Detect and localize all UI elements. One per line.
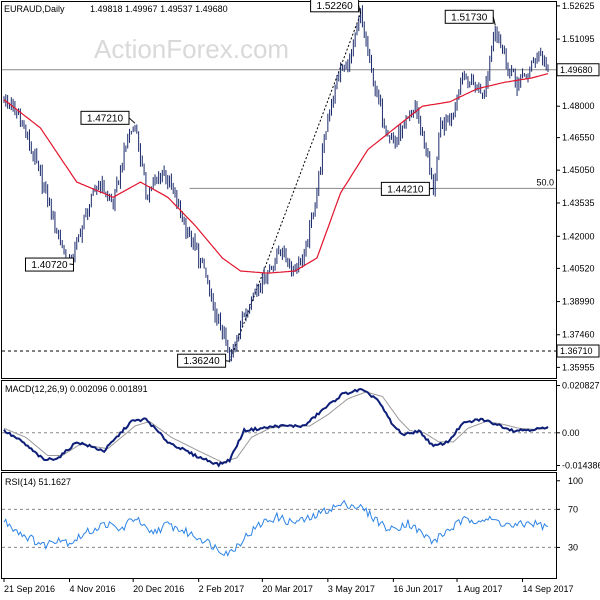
moving-average-line: [3, 73, 549, 274]
price-ytick-label: 1.45050: [562, 165, 595, 175]
price-annotation-leader: [69, 263, 74, 266]
price-annotation-leader: [128, 117, 136, 124]
price-marker-label: 1.36710: [560, 346, 593, 356]
price-annotation-label: 1.51730: [451, 12, 488, 23]
price-marker-box: [556, 63, 600, 77]
price-ytick-label: 1.42000: [562, 231, 595, 241]
rsi-title: RSI(14) 51.1627: [5, 477, 71, 487]
price-ytick-label: 1.38990: [562, 297, 595, 307]
price-ytick-label: 1.37460: [562, 330, 595, 340]
x-tick-label: 2 Feb 2017: [199, 584, 245, 594]
x-axis: 21 Sep 2016 4 Nov 2016 20 Dec 2016 2 Feb 20…: [3, 578, 574, 594]
x-tick-label: 20 Mar 2017: [262, 584, 313, 594]
price-ytick-label: 1.48000: [562, 101, 595, 111]
price-ytick-label: 1.40520: [562, 263, 595, 273]
price-annotation-leader: [429, 187, 434, 190]
price-annotation-label: 1.40720: [31, 260, 68, 271]
watermark: ActionForex.com: [94, 34, 289, 64]
price-panel: 1.52625 1.51095 1.49680 1.48000 1.46550 1.450…: [2, 0, 600, 372]
macd-title: MACD(12,26,9) 0.002096 0.001891: [5, 384, 148, 394]
rsi-panel: 100 70 30: [2, 476, 583, 557]
macd-panel: 0.020827 0.00 -0.014386: [2, 381, 600, 470]
rsi-panel-frame: [1, 472, 557, 579]
rsi-ytick-label: 30: [568, 542, 578, 552]
x-tick-label: 20 Dec 2016: [133, 584, 184, 594]
price-annotation-leader: [358, 5, 362, 14]
macd-ytick-label: 0.020827: [562, 381, 600, 391]
price-marker-label: 1.49680: [560, 65, 593, 75]
price-marker-box: [556, 344, 600, 358]
price-ytick-label: 1.46550: [562, 133, 595, 143]
x-tick-label: 16 Jun 2017: [393, 584, 443, 594]
price-annotation-label: 1.47210: [87, 113, 124, 124]
x-tick-label: 1 Aug 2017: [457, 584, 503, 594]
price-ytick-label: 1.52625: [562, 1, 595, 11]
price-ytick-label: 1.51095: [562, 34, 595, 44]
x-tick-label: 21 Sep 2016: [4, 584, 55, 594]
chart-ohlc: 1.49818 1.49967 1.49537 1.49680: [90, 4, 228, 14]
macd-ytick-label: 0.00: [562, 428, 580, 438]
price-annotation-label: 1.36240: [184, 356, 221, 367]
x-tick-label: 4 Nov 2016: [69, 584, 115, 594]
x-tick-label: 14 Sep 2017: [523, 584, 574, 594]
rsi-ytick-label: 100: [568, 476, 583, 486]
macd-ytick-label: -0.014386: [562, 460, 600, 470]
price-ytick-label: 1.43535: [562, 198, 595, 208]
price-annotation-leader: [492, 16, 496, 26]
macd-signal-line: [3, 391, 549, 463]
price-ytick-label: 1.35955: [562, 362, 595, 372]
rsi-ytick-label: 70: [568, 504, 578, 514]
price-annotation-leader: [225, 360, 230, 362]
chart-symbol: EURAUD,Daily: [4, 4, 65, 14]
macd-panel-frame: [1, 380, 557, 471]
price-annotation-label: 1.44210: [387, 184, 424, 195]
price-annotation-label: 1.52260: [317, 1, 354, 12]
rsi-line: [3, 499, 549, 557]
fib-level-label: 50.0: [536, 177, 554, 187]
macd-main-line: [3, 387, 549, 468]
x-tick-label: 3 May 2017: [328, 584, 375, 594]
price-panel-frame: [1, 1, 557, 379]
